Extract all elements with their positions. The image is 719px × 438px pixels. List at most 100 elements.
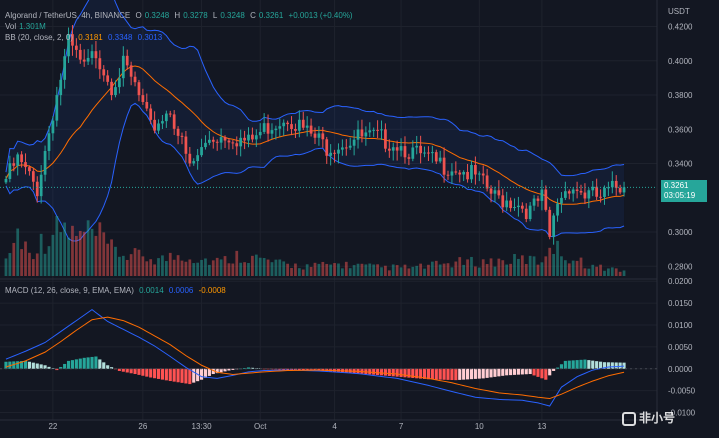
candle-body bbox=[215, 141, 219, 143]
volume-bar bbox=[75, 235, 78, 276]
macd-histogram-bar bbox=[485, 368, 489, 378]
price-tick-label: 0.2800 bbox=[668, 262, 693, 271]
bb-label: BB (20, close, 2, 0) bbox=[5, 33, 74, 42]
volume-bar bbox=[161, 255, 164, 276]
candle-body bbox=[348, 145, 352, 148]
macd-histogram-bar bbox=[196, 368, 200, 382]
candle-body bbox=[78, 49, 82, 60]
macd-histogram-bar bbox=[548, 368, 552, 376]
macd-histogram-bar bbox=[223, 368, 227, 372]
volume-bar bbox=[141, 256, 145, 276]
macd-histogram-bar bbox=[544, 368, 548, 380]
macd-histogram-bar bbox=[383, 368, 387, 376]
macd-histogram-bar bbox=[59, 367, 63, 369]
bb-upper-line bbox=[5, 0, 625, 177]
volume-bar bbox=[188, 259, 192, 276]
candle-body bbox=[12, 163, 16, 166]
candle-body bbox=[344, 147, 348, 149]
candle-body bbox=[571, 189, 575, 194]
macd-histogram-bar bbox=[399, 368, 403, 377]
volume-bar bbox=[219, 259, 223, 276]
volume-bar bbox=[333, 263, 336, 276]
candle-body bbox=[583, 192, 587, 199]
candle-body bbox=[313, 133, 317, 138]
volume-bar bbox=[489, 258, 493, 276]
candle-body bbox=[239, 137, 243, 147]
candle-body bbox=[317, 133, 321, 138]
macd-histogram-bar bbox=[39, 364, 43, 369]
volume-bar bbox=[442, 263, 446, 276]
macd-histogram-bar bbox=[199, 368, 204, 380]
bb-lower-value: 0.3013 bbox=[137, 33, 163, 42]
macd-histogram-bar bbox=[497, 368, 501, 377]
candle-body bbox=[168, 113, 172, 115]
macd-histogram-bar bbox=[450, 368, 454, 381]
volume-bar bbox=[47, 246, 51, 276]
change-value: +0.0013 (+0.40%) bbox=[288, 11, 353, 20]
volume-bar bbox=[622, 270, 626, 276]
candle-body bbox=[591, 186, 595, 191]
time-tick-label: Oct bbox=[254, 422, 267, 431]
candle-body bbox=[188, 153, 192, 164]
candle-body bbox=[145, 101, 149, 109]
price-tick-label: 0.3400 bbox=[668, 160, 693, 169]
macd-histogram-bar bbox=[27, 361, 31, 369]
volume-bar bbox=[462, 264, 466, 276]
macd-histogram-bar bbox=[231, 368, 235, 370]
volume-bar bbox=[129, 254, 133, 276]
volume-bar bbox=[200, 259, 203, 276]
candle-body bbox=[106, 75, 110, 82]
candle-body bbox=[458, 172, 462, 175]
candle-body bbox=[141, 95, 145, 102]
volume-bar bbox=[341, 268, 344, 276]
macd-histogram-bar bbox=[571, 360, 575, 369]
watermark: 非小号 bbox=[622, 409, 675, 426]
price-tick-label: 0.3600 bbox=[668, 125, 693, 134]
macd-histogram-bar bbox=[145, 368, 149, 377]
macd-histogram-bar bbox=[434, 368, 438, 380]
volume-bar bbox=[137, 249, 141, 276]
volume-bar bbox=[82, 231, 86, 276]
volume-bar bbox=[12, 242, 16, 276]
candle-body bbox=[544, 189, 548, 210]
macd-histogram-bar bbox=[55, 368, 59, 371]
macd-histogram-bar bbox=[442, 368, 446, 380]
candle-body bbox=[266, 123, 270, 134]
candle-body bbox=[524, 208, 528, 220]
volume-bar bbox=[610, 267, 614, 276]
macd-histogram-bar bbox=[567, 360, 571, 369]
candle-body bbox=[442, 157, 446, 175]
macd-histogram-bar bbox=[184, 368, 188, 384]
candle-body bbox=[493, 190, 497, 194]
candle-body bbox=[325, 139, 329, 156]
volume-bar bbox=[270, 262, 274, 276]
volume-bar bbox=[454, 261, 458, 276]
macd-signal-value: -0.0008 bbox=[198, 286, 226, 295]
macd-histogram-bar bbox=[110, 367, 114, 369]
volume-bar bbox=[493, 266, 497, 276]
candle-body bbox=[560, 197, 563, 204]
macd-histogram-bar bbox=[536, 368, 540, 377]
candle-body bbox=[579, 190, 583, 193]
macd-histogram-bar bbox=[614, 362, 618, 369]
volume-bar bbox=[344, 261, 348, 276]
volume-bar bbox=[329, 264, 333, 276]
macd-histogram-bar bbox=[246, 367, 251, 369]
volume-bar bbox=[552, 253, 555, 276]
candle-body bbox=[43, 151, 47, 175]
candle-body bbox=[243, 137, 246, 141]
macd-histogram-bar bbox=[117, 368, 121, 371]
volume-bar bbox=[266, 259, 270, 276]
macd-tick-label: 0.0100 bbox=[668, 321, 693, 330]
candle-body bbox=[278, 126, 282, 129]
candle-body bbox=[419, 145, 422, 154]
macd-histogram-bar bbox=[129, 368, 133, 374]
macd-histogram-bar bbox=[153, 368, 157, 379]
macd-histogram-bar bbox=[23, 360, 28, 369]
macd-histogram-bar bbox=[563, 360, 567, 369]
macd-histogram-bar bbox=[192, 368, 196, 383]
candle-body bbox=[501, 195, 505, 208]
candle-body bbox=[607, 187, 610, 189]
candle-body bbox=[321, 133, 325, 140]
